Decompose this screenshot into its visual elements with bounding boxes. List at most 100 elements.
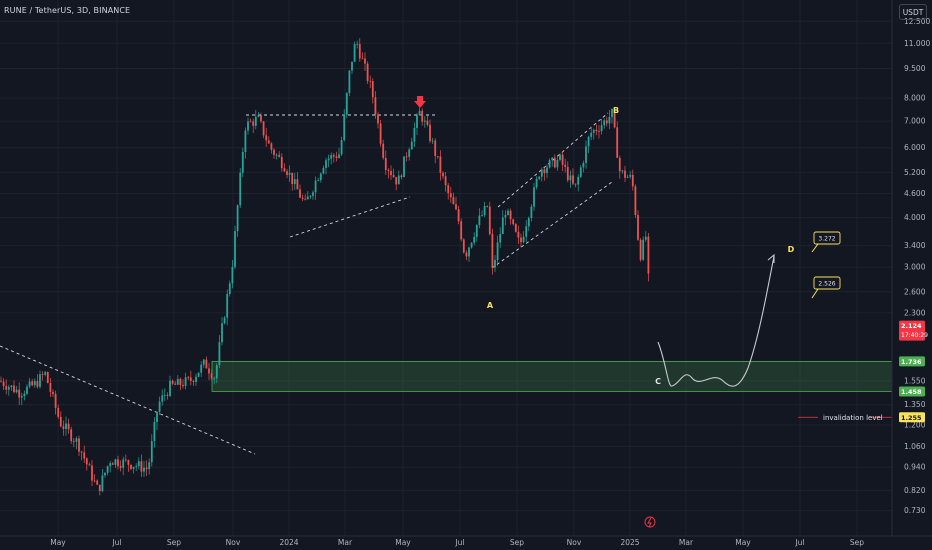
candle-body (598, 130, 600, 132)
candle-body (249, 121, 252, 123)
candle-body (496, 242, 499, 261)
candle-body (36, 381, 39, 387)
candle-body (124, 459, 127, 461)
candle-body (447, 185, 450, 194)
candle-body (488, 206, 491, 235)
currency-badge[interactable]: USDT (899, 4, 927, 20)
candle-body (624, 170, 626, 178)
candle-body (98, 484, 101, 492)
candle-body (366, 63, 369, 81)
candle-body (400, 175, 403, 178)
candle-body (361, 58, 364, 60)
price-tick-label: 11.000 (904, 39, 930, 48)
candle-body (286, 171, 288, 175)
candle-body (577, 176, 580, 185)
candle-body (28, 381, 31, 387)
candle-body (275, 154, 278, 156)
candle-body (179, 378, 182, 385)
annotations-layer: A B C D 3.272 2.526 (414, 96, 841, 528)
candle-body (343, 114, 346, 140)
candle-body (509, 210, 512, 220)
time-tick-label: May (50, 538, 66, 547)
candle-body (559, 154, 561, 160)
price-tag (899, 356, 925, 367)
candle-body (452, 197, 455, 205)
time-axis[interactable]: May Jul Sep Nov 2024 Mar May Jul Sep Nov 2025 Mar Ma… (0, 535, 932, 547)
candle-body (296, 179, 299, 190)
price-tag-label: 1.255 (901, 414, 922, 422)
candle-body (348, 70, 351, 94)
candle-body (377, 114, 379, 124)
candle-body (57, 407, 60, 417)
candle-body (566, 166, 569, 181)
downtrend-line (0, 345, 256, 455)
candle-body (410, 141, 413, 150)
candle-body (613, 108, 616, 128)
candle-body (83, 452, 86, 459)
candle-body (106, 466, 109, 473)
candle-body (512, 219, 515, 225)
candle-body (91, 465, 93, 481)
candle-body (556, 159, 559, 168)
candle-body (111, 463, 114, 465)
candle-body (501, 217, 504, 234)
candle-body (548, 160, 551, 168)
candle-body (130, 464, 132, 469)
candle-body (221, 323, 223, 343)
support-zone-layer: invalidation level (211, 360, 893, 422)
candle-body (205, 359, 208, 369)
candle-body (67, 423, 70, 430)
candle-body (223, 317, 226, 324)
candle-body (507, 210, 509, 216)
candle-body (455, 204, 457, 210)
price-tag-countdown: 17:40:29 (901, 332, 928, 339)
candle-body (304, 198, 307, 200)
candle-body (335, 156, 338, 158)
price-tag-label: 2.124 (901, 322, 922, 330)
candle-body (109, 463, 112, 467)
candle-body (431, 140, 434, 142)
projection-arrowhead (767, 253, 775, 263)
price-tags-layer: 2.124 17:40:29 1.736 1.458 1.255 (899, 320, 928, 423)
time-tick-label: 2024 (279, 538, 298, 547)
candle-body (267, 140, 270, 144)
candle-body (582, 162, 585, 168)
candle-body (639, 239, 642, 260)
candle-body (644, 236, 647, 240)
candle-body (470, 242, 473, 248)
candle-body (517, 231, 520, 238)
target-box (813, 276, 841, 290)
candle-body (176, 378, 179, 385)
candle-body (332, 155, 335, 157)
price-tick-label: 1.060 (904, 442, 926, 451)
candle-body (564, 164, 567, 167)
candle-body (631, 174, 634, 187)
candle-body (252, 121, 255, 126)
price-tick-label: 5.200 (904, 168, 926, 177)
candle-body (546, 167, 548, 174)
support-zone (211, 360, 893, 392)
price-axis[interactable]: 12.500 11.000 9.500 8.000 7.000 6.000 5.200 4.6… (891, 0, 932, 550)
candle-body (340, 139, 343, 155)
candle-body (481, 215, 483, 216)
candle-body (254, 116, 257, 126)
candle-body (291, 172, 294, 185)
price-tick-label: 4.600 (904, 189, 926, 198)
candle-body (10, 385, 13, 388)
candle-body (642, 239, 645, 260)
candle-body (20, 396, 23, 398)
candle-body (140, 461, 143, 472)
candle-body (101, 475, 104, 492)
candle-body (23, 393, 26, 397)
invalidation-label: invalidation level (823, 414, 883, 422)
candle-body (423, 120, 426, 122)
candle-body (358, 44, 361, 59)
candle-body (525, 226, 528, 237)
candle-body (18, 389, 21, 398)
candle-body (478, 215, 481, 225)
candle-body (44, 372, 47, 375)
candle-body (148, 462, 151, 469)
candle-body (426, 120, 429, 125)
candle-body (449, 193, 452, 198)
